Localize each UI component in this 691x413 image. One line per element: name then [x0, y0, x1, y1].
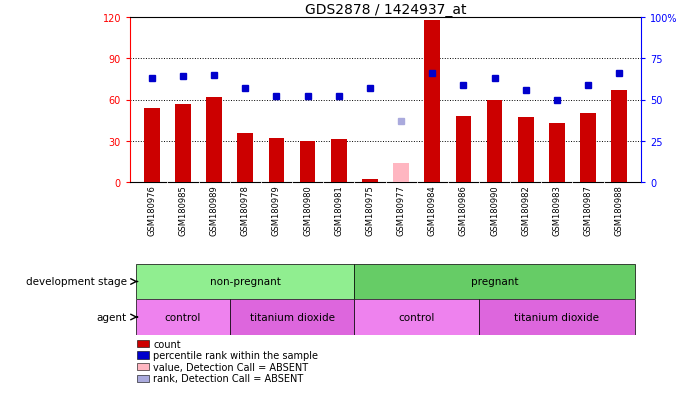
Bar: [354, 264, 635, 299]
Bar: [354, 299, 479, 335]
Text: GSM180975: GSM180975: [366, 185, 375, 236]
Text: titanium dioxide: titanium dioxide: [249, 312, 334, 322]
Text: pregnant: pregnant: [471, 277, 518, 287]
Text: value, Detection Call = ABSENT: value, Detection Call = ABSENT: [153, 362, 309, 372]
Text: development stage: development stage: [26, 277, 126, 287]
Text: GSM180984: GSM180984: [428, 185, 437, 236]
Bar: [176, 104, 191, 183]
Text: GSM180978: GSM180978: [240, 185, 249, 236]
Text: control: control: [164, 312, 201, 322]
Text: GSM180989: GSM180989: [209, 185, 218, 236]
Text: GSM180980: GSM180980: [303, 185, 312, 236]
Bar: [424, 21, 440, 183]
Text: GSM180981: GSM180981: [334, 185, 343, 236]
Bar: [455, 117, 471, 183]
Bar: [580, 114, 596, 183]
Bar: [136, 299, 229, 335]
Title: GDS2878 / 1424937_at: GDS2878 / 1424937_at: [305, 3, 466, 17]
Text: GSM180988: GSM180988: [615, 185, 624, 236]
Bar: [207, 97, 222, 183]
Text: GSM180979: GSM180979: [272, 185, 281, 236]
Bar: [393, 164, 409, 183]
Bar: [518, 118, 533, 183]
Bar: [229, 299, 354, 335]
Text: GSM180985: GSM180985: [178, 185, 187, 236]
Text: count: count: [153, 339, 181, 349]
Bar: [144, 109, 160, 183]
Bar: [486, 100, 502, 183]
Text: control: control: [399, 312, 435, 322]
Bar: [331, 140, 347, 183]
Text: titanium dioxide: titanium dioxide: [514, 312, 599, 322]
Text: GSM180986: GSM180986: [459, 185, 468, 236]
Bar: [238, 133, 253, 183]
Text: GSM180983: GSM180983: [552, 185, 561, 236]
Bar: [549, 123, 565, 183]
Text: agent: agent: [97, 312, 126, 322]
Bar: [269, 139, 284, 183]
Bar: [300, 141, 315, 183]
Text: rank, Detection Call = ABSENT: rank, Detection Call = ABSENT: [153, 373, 304, 383]
Text: GSM180990: GSM180990: [490, 185, 499, 235]
Text: GSM180982: GSM180982: [521, 185, 530, 236]
Text: GSM180987: GSM180987: [583, 185, 592, 236]
Bar: [136, 264, 354, 299]
Text: non-pregnant: non-pregnant: [210, 277, 281, 287]
Bar: [612, 91, 627, 183]
Text: GSM180976: GSM180976: [147, 185, 156, 236]
Text: percentile rank within the sample: percentile rank within the sample: [153, 350, 319, 360]
Bar: [362, 180, 378, 183]
Bar: [479, 299, 635, 335]
Text: GSM180977: GSM180977: [397, 185, 406, 236]
